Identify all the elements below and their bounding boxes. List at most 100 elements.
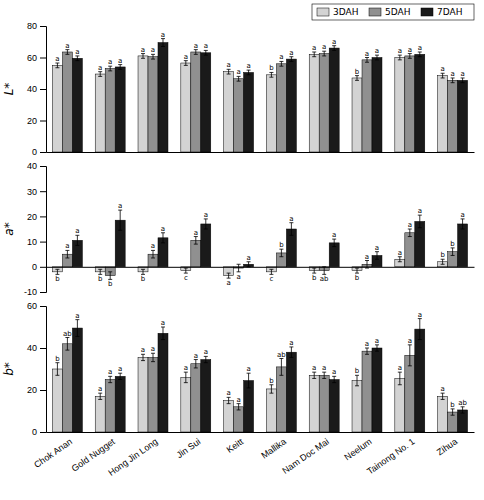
x-axis: Chok AnanGold NuggetHong Jin LongJin Sui… [32, 433, 474, 478]
error-bar [65, 338, 69, 351]
significance-letter: b [355, 367, 360, 375]
error-bar-cap [151, 361, 155, 362]
error-bar-cap [204, 55, 208, 56]
significance-letter: a [408, 221, 412, 229]
error-bar [227, 397, 231, 403]
significance-letter: a [98, 64, 102, 72]
series [72, 210, 467, 267]
significance-letter: a [289, 49, 293, 57]
error-bar-stem [367, 348, 368, 354]
error-bar-stem [357, 76, 358, 81]
significance-letter: a [365, 340, 369, 348]
error-bar [141, 269, 145, 274]
error-bar [418, 215, 422, 228]
bar [405, 233, 415, 267]
significance-letter: a [118, 57, 122, 65]
error-bar [289, 57, 293, 62]
x-tick: Jin Sui [175, 436, 203, 460]
error-bar-stem [462, 219, 463, 229]
error-bar [418, 52, 422, 57]
error-bar [204, 50, 208, 55]
significance-letter: a [226, 279, 230, 287]
bar [105, 380, 115, 433]
significance-letter: b [269, 64, 274, 72]
bar [234, 407, 244, 432]
error-bar [441, 259, 445, 264]
bar [181, 63, 191, 152]
x-tick: Chok Anan [32, 436, 74, 469]
significance-letter: a [141, 346, 145, 354]
bar [362, 60, 372, 152]
y-tick: 0 [32, 427, 46, 437]
x-axis [47, 152, 475, 153]
x-tick: Neelum [342, 436, 373, 462]
error-bar-stem [162, 39, 163, 47]
error-bar [312, 268, 316, 273]
significance-letter: a [55, 55, 59, 63]
significance-letter: a [375, 47, 379, 55]
error-bar-stem [57, 63, 58, 68]
bar [415, 221, 425, 266]
significance-letter: a [322, 364, 326, 372]
panel: 020406080L*aaaaababaaaaaaaaaaaaaaaaaaaaa… [2, 4, 475, 157]
error-bar [194, 50, 198, 55]
bar [95, 74, 105, 152]
y-axis-title: b* [2, 362, 16, 376]
error-bar-cap [322, 378, 326, 379]
error-bar [441, 73, 445, 78]
y-tick-mark [40, 390, 46, 391]
x-tick: Hong Jin Long [106, 436, 159, 477]
error-bar-stem [314, 372, 315, 378]
significance-letter: b [450, 240, 455, 248]
error-bar [279, 249, 283, 257]
bar [276, 367, 286, 432]
significance-letter: a [289, 339, 293, 347]
bar [309, 54, 319, 152]
error-bar-cap [451, 82, 455, 83]
error-bar [161, 327, 165, 340]
error-bar-stem [334, 46, 335, 51]
x-tick-label: Zihua [435, 436, 459, 457]
error-bar-stem [271, 385, 272, 393]
error-bar-cap [269, 393, 273, 394]
error-bar-cap [75, 336, 79, 337]
error-bar-cap [408, 365, 412, 366]
significance-letter: a [375, 244, 379, 252]
error-bar-stem [110, 272, 111, 280]
significance-letter: a [418, 44, 422, 52]
y-tick-mark [40, 152, 46, 153]
x-tick: Zihua [435, 436, 459, 457]
bar [95, 396, 105, 432]
error-bar-stem [77, 56, 78, 61]
error-bar-stem [334, 376, 335, 382]
significance-letter: a [204, 211, 208, 219]
significance-letter: a [312, 44, 316, 52]
error-bar [408, 229, 412, 237]
y-tick: 60 [27, 53, 46, 63]
error-bar-cap [227, 273, 231, 274]
significance-letter: a [118, 365, 122, 373]
significance-letter: a [398, 47, 402, 55]
significance-letter: a [75, 227, 79, 235]
error-bar-cap [75, 245, 79, 246]
error-bar-stem [100, 393, 101, 399]
bar [329, 48, 339, 152]
error-bar-stem [399, 257, 400, 262]
bar [362, 351, 372, 432]
error-bar-cap [204, 229, 208, 230]
panel: 0204060b*baaaababaaabaaaaabaaabaaaaaaaaa… [2, 301, 475, 477]
y-tick-mark [40, 348, 46, 349]
bar [158, 333, 168, 432]
error-bar-cap [151, 257, 155, 258]
y-tick: 10 [27, 237, 46, 247]
significance-letter: b [440, 251, 445, 259]
error-bar-stem [314, 268, 315, 273]
error-bar [289, 347, 293, 358]
y-tick-label: 0 [32, 262, 37, 272]
error-bar-stem [376, 345, 377, 351]
error-bar [108, 272, 112, 280]
error-bar-cap [194, 367, 198, 368]
error-bar [375, 55, 379, 60]
bar [266, 389, 276, 432]
error-bar-cap [441, 264, 445, 265]
